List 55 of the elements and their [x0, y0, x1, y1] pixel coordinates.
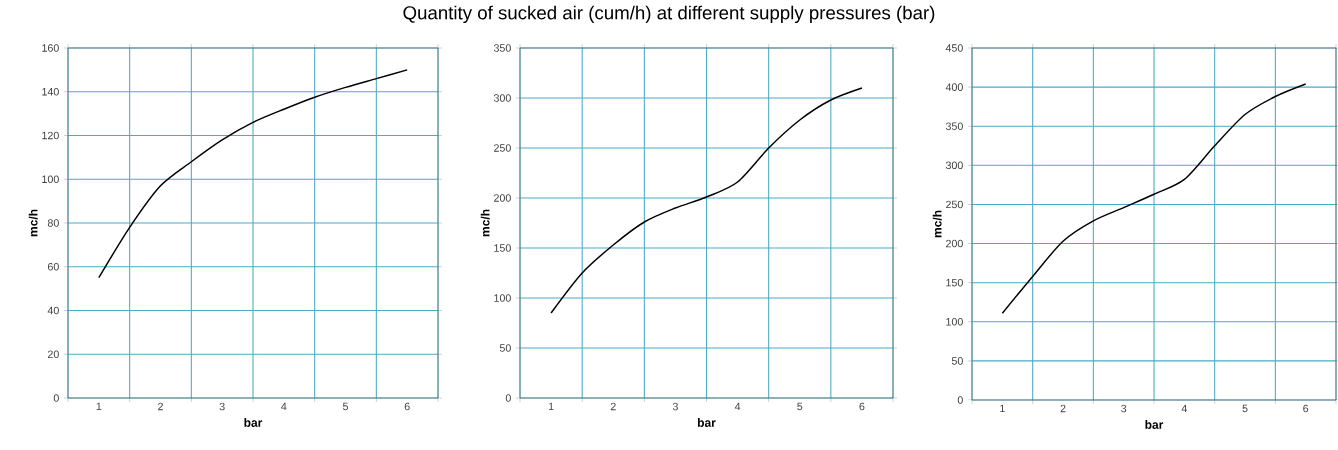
x-tick-label: 2: [158, 402, 163, 411]
x-tick-label: 3: [672, 402, 678, 411]
y-tick-label: 80: [47, 219, 59, 227]
x-tick-label: 6: [404, 402, 410, 411]
y-tick-label: 40: [47, 306, 59, 315]
x-tick-label: 3: [1121, 404, 1127, 413]
x-tick-label: 5: [797, 402, 803, 411]
y-tick-label: 0: [505, 394, 511, 402]
y-tick-label: 0: [957, 396, 963, 404]
y-tick-label: 50: [951, 357, 963, 365]
x-tick-label: 5: [342, 402, 349, 411]
line-series: [98, 69, 408, 279]
y-tick-label: 350: [493, 44, 511, 52]
x-tick-label: 2: [1060, 404, 1066, 413]
x-tick-label: 3: [219, 402, 225, 411]
y-tick-label: 50: [499, 344, 511, 352]
y-tick-label: 140: [42, 87, 59, 96]
y-tick-label: 100: [494, 294, 511, 302]
x-tick-label: 1: [548, 402, 554, 411]
y-tick-label: 250: [494, 144, 511, 152]
y-axis-title: mc/h: [28, 209, 38, 237]
line-series: [1001, 83, 1307, 314]
y-tick-label: 200: [946, 239, 963, 248]
y-tick-label: 120: [42, 131, 59, 140]
x-tick-label: 6: [859, 402, 865, 411]
x-tick-label: 5: [1242, 404, 1248, 413]
x-tick-label: 1: [1000, 404, 1005, 413]
chart-title: Quantity of sucked air (cum/h) at different supply pressures (bar): [403, 5, 935, 24]
y-tick-label: 200: [494, 194, 511, 202]
y-tick-label: 100: [946, 318, 963, 326]
x-tick-label: 4: [281, 402, 287, 411]
x-axis-title: bar: [1145, 420, 1164, 429]
y-tick-label: 350: [945, 122, 963, 130]
y-tick-label: 400: [945, 83, 963, 91]
y-tick-label: 60: [47, 262, 59, 271]
y-tick-label: 160: [42, 44, 59, 52]
y-tick-label: 300: [945, 161, 963, 170]
line-series: [550, 87, 863, 314]
x-axis-title: bar: [244, 418, 263, 427]
x-tick-label: 1: [96, 402, 102, 411]
x-tick-label: 4: [734, 402, 741, 411]
x-tick-label: 2: [610, 402, 616, 411]
y-axis-title: mc/h: [932, 210, 942, 238]
x-tick-label: 4: [1181, 404, 1187, 413]
y-tick-label: 0: [53, 394, 59, 402]
y-tick-label: 150: [494, 244, 511, 252]
y-axis-title: mc/h: [480, 209, 490, 237]
x-tick-label: 6: [1303, 404, 1309, 413]
y-tick-label: 100: [42, 175, 59, 184]
y-tick-label: 450: [945, 44, 963, 52]
y-tick-label: 20: [47, 350, 59, 359]
y-tick-label: 150: [946, 278, 963, 287]
x-axis-title: bar: [697, 418, 716, 427]
y-tick-label: 300: [493, 94, 511, 102]
y-tick-label: 250: [946, 200, 963, 209]
